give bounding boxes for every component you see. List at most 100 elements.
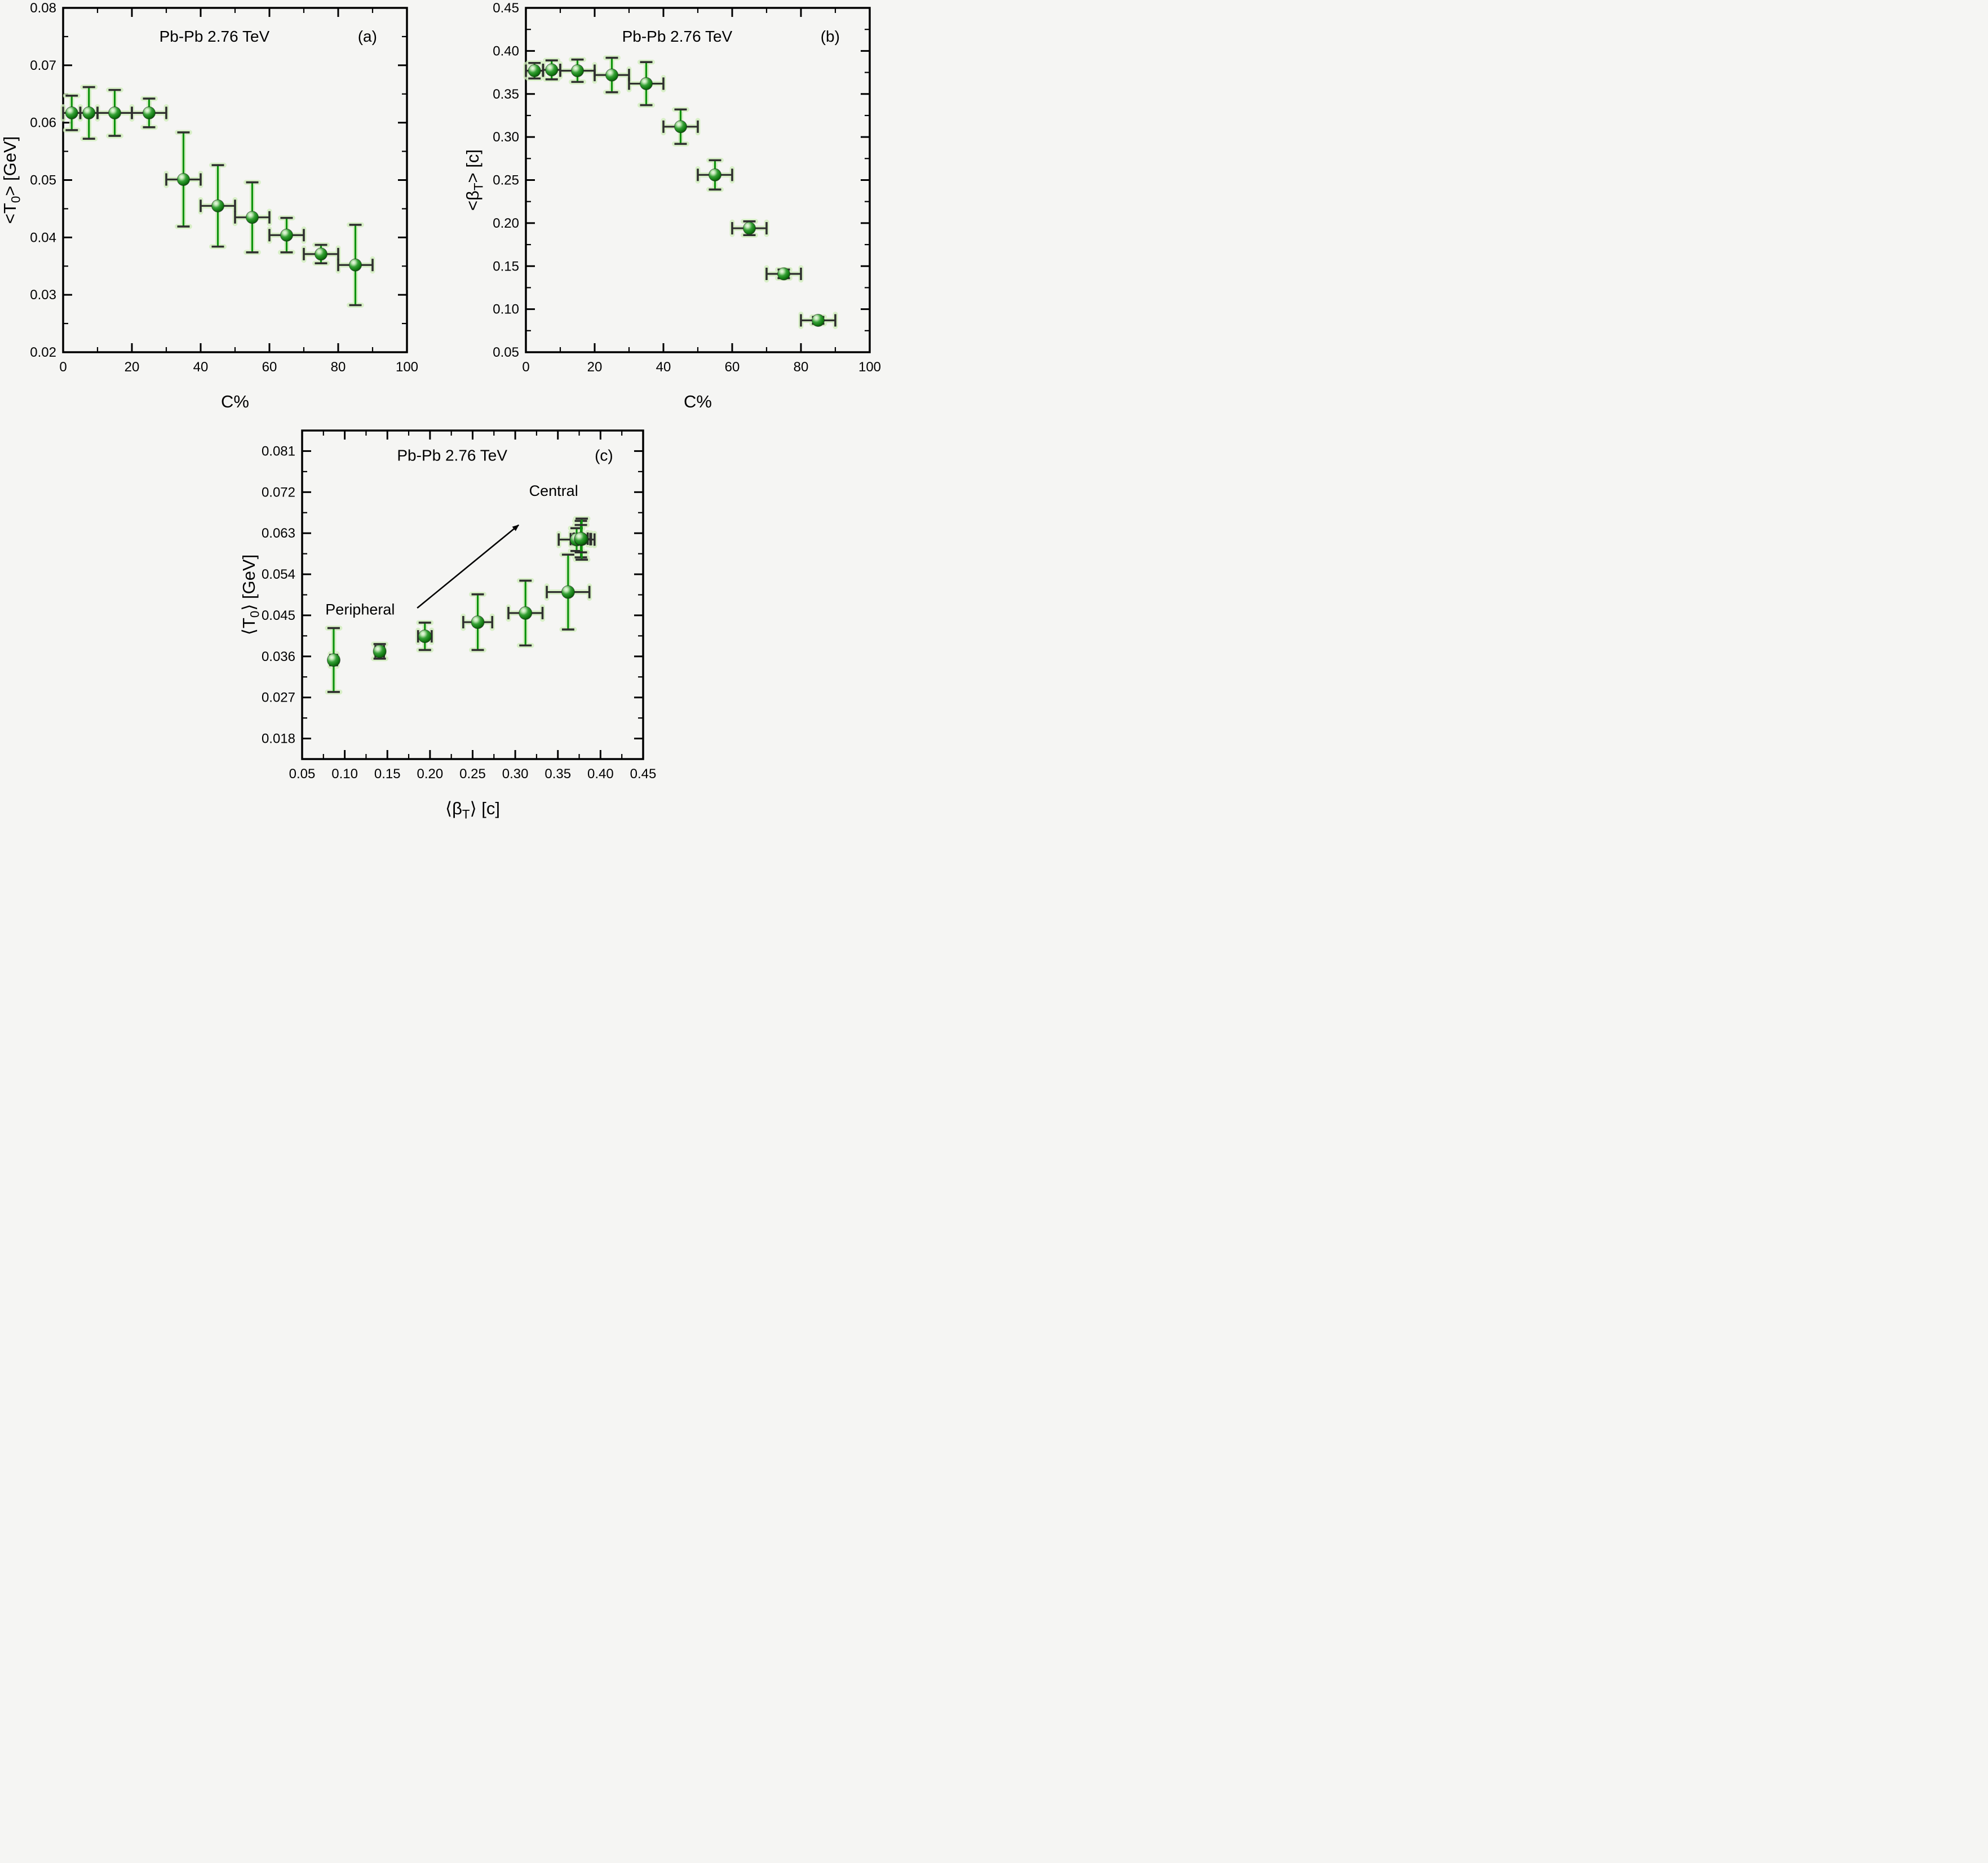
x-tick-label: 100 [396,360,418,375]
y-tick-label: 0.018 [262,731,295,747]
data-point [640,77,653,90]
data-points [326,531,589,667]
x-tick-label: 100 [858,360,881,375]
x-tick-label: 60 [262,360,277,375]
panel-letter: (b) [821,28,840,45]
data-point [177,172,190,186]
axis-ticks [526,8,870,352]
y-tick-label: 0.45 [493,1,519,16]
x-tick-label: 0.45 [630,766,657,782]
x-tick-label: 0.25 [459,766,486,782]
y-tick-label: 0.25 [493,173,519,188]
x-axis-label: C% [684,392,712,411]
y-tick-label: 0.063 [262,526,295,541]
x-tick-label: 40 [656,360,671,375]
data-point [373,644,387,658]
data-point [812,313,825,327]
y-tick-label: 0.081 [262,443,295,459]
x-tick-label: 0.15 [374,766,401,782]
figure-canvas: 0 20 40 60 80 100 0.02 0.03 0.04 0.05 0.06 0.07 0.08… [0,0,882,826]
y-tick-label: 0.05 [493,345,519,360]
y-tick-label: 0.072 [262,485,295,500]
x-tick-label: 80 [331,360,346,375]
annotation-peripheral: Peripheral [325,601,395,618]
x-tick-label: 20 [587,360,603,375]
data-point [674,120,687,134]
x-axis-label: ⟨βT⟩ [c] [445,799,500,821]
y-tick-label: 0.15 [493,259,519,274]
data-points [528,63,825,327]
tick-labels: 0.05 0.10 0.15 0.20 0.25 0.30 0.35 0.40 0.45 0.01… [262,443,656,782]
panel-b-chart: 0 20 40 60 80 100 0.05 0.10 0.15 0.20 0.25 0.30 0.35… [463,1,881,411]
x-tick-label: 0.05 [289,766,316,782]
error-bars [62,86,374,307]
data-point [280,228,293,242]
y-tick-label: 0.06 [30,116,56,131]
centrality-arrow [417,524,519,609]
x-tick-label: 60 [725,360,740,375]
panel-letter: (a) [358,28,377,45]
x-tick-label: 0.10 [331,766,358,782]
y-axis-label: ⟨T0⟩ [GeV] [239,555,262,635]
data-point [82,106,96,119]
data-point [519,606,533,620]
data-point [315,247,327,261]
data-point [65,106,78,119]
data-point [574,531,588,545]
x-tick-label: 0 [59,360,67,375]
x-tick-label: 0.40 [587,766,614,782]
y-tick-label: 0.027 [262,690,295,706]
panel-title: Pb-Pb 2.76 TeV [160,28,270,45]
axis-ticks [302,431,643,759]
x-tick-label: 0.35 [544,766,571,782]
panel-letter: (c) [595,447,613,464]
tick-labels: 0 20 40 60 80 100 0.02 0.03 0.04 0.05 0.06 0.07 0.08 [30,1,418,375]
y-tick-label: 0.054 [262,567,295,582]
data-point [709,168,721,181]
y-axis-label: <βT> [c] [463,149,485,211]
error-bars [525,56,836,327]
y-tick-label: 0.036 [262,649,295,664]
y-tick-label: 0.03 [30,287,56,303]
tick-labels: 0 20 40 60 80 100 0.05 0.10 0.15 0.20 0.25 0.30 0.35… [493,1,881,375]
y-tick-label: 0.35 [493,87,519,102]
y-axis-label: <T0> [GeV] [0,136,23,224]
data-point [108,106,121,119]
y-tick-label: 0.05 [30,173,56,188]
annotation-central: Central [529,482,578,499]
x-tick-label: 40 [193,360,209,375]
y-tick-label: 0.08 [30,1,56,16]
data-point [545,63,559,77]
y-tick-label: 0.30 [493,130,519,145]
data-point [743,221,756,235]
x-tick-label: 0.20 [417,766,444,782]
panel-title: Pb-Pb 2.76 TeV [397,447,507,464]
y-tick-label: 0.04 [30,230,56,245]
data-point [571,64,584,78]
data-point [471,615,485,629]
panel-a-chart: 0 20 40 60 80 100 0.02 0.03 0.04 0.05 0.06 0.07 0.08… [0,1,418,411]
y-tick-label: 0.045 [262,608,295,623]
x-tick-label: 80 [794,360,809,375]
y-tick-label: 0.20 [493,216,519,231]
x-tick-label: 0 [522,360,529,375]
data-point [349,258,362,272]
y-tick-label: 0.07 [30,58,56,73]
y-tick-label: 0.40 [493,43,519,59]
error-bar-glow [523,55,838,329]
panel-title: Pb-Pb 2.76 TeV [622,28,733,45]
data-point [211,199,224,212]
x-tick-label: 0.30 [502,766,529,782]
data-points [65,106,362,272]
data-point [246,211,259,224]
data-point [777,267,790,281]
panel-c-chart: 0.05 0.10 0.15 0.20 0.25 0.30 0.35 0.40 0.45 0.01… [239,429,656,821]
y-tick-label: 0.02 [30,345,56,360]
data-point [326,653,340,667]
data-point [528,64,541,78]
data-point [143,106,156,119]
x-tick-label: 20 [125,360,140,375]
x-axis-label: C% [221,392,249,411]
data-point [561,585,575,599]
y-tick-label: 0.10 [493,302,519,317]
